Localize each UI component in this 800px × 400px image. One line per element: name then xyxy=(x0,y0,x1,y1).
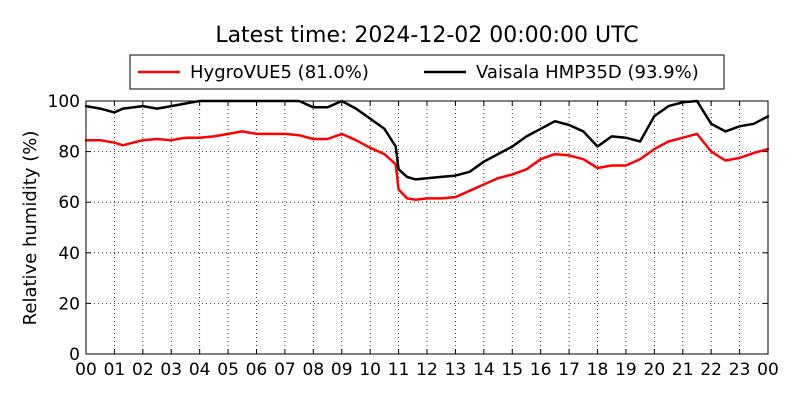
x-tick-label: 02 xyxy=(132,360,154,380)
grid-layer xyxy=(86,101,768,354)
x-tick-label: 18 xyxy=(587,360,609,380)
chart-title: Latest time: 2024-12-02 00:00:00 UTC xyxy=(215,23,638,48)
y-tick-label: 60 xyxy=(58,193,80,213)
series-layer xyxy=(84,99,770,201)
x-tick-label: 12 xyxy=(416,360,438,380)
x-tick-label: 05 xyxy=(217,360,239,380)
x-tick-label: 19 xyxy=(615,360,637,380)
x-tick-label: 17 xyxy=(558,360,580,380)
y-axis-label: Relative humidity (%) xyxy=(20,131,41,326)
legend-label-vaisala: Vaisala HMP35D (93.9%) xyxy=(476,62,699,83)
legend-label-hygrovue: HygroVUE5 (81.0%) xyxy=(190,62,369,83)
x-tick-label: 00 xyxy=(75,360,97,380)
x-tick-label: 06 xyxy=(246,360,268,380)
y-tick-label: 0 xyxy=(69,345,80,365)
y-tick-label: 80 xyxy=(58,143,80,163)
x-tick-label: 15 xyxy=(501,360,523,380)
x-tick-label: 14 xyxy=(473,360,495,380)
legend: HygroVUE5 (81.0%) Vaisala HMP35D (93.9%) xyxy=(129,54,725,90)
x-tick-label: 00 xyxy=(757,360,779,380)
x-tick-label: 22 xyxy=(700,360,722,380)
y-tick-label: 40 xyxy=(58,244,80,264)
x-tick-label: 20 xyxy=(644,360,666,380)
series-line-1 xyxy=(84,99,770,181)
series-line-0 xyxy=(84,130,770,201)
x-tick-label: 03 xyxy=(160,360,182,380)
x-tick-label: 09 xyxy=(331,360,353,380)
x-tick-label: 13 xyxy=(445,360,467,380)
x-tick-label: 11 xyxy=(388,360,410,380)
y-tick-label: 100 xyxy=(48,92,80,112)
x-tick-label: 04 xyxy=(189,360,211,380)
x-tick-label: 08 xyxy=(303,360,325,380)
x-tick-label: 10 xyxy=(359,360,381,380)
x-tick-label: 23 xyxy=(729,360,751,380)
x-tick-label: 07 xyxy=(274,360,296,380)
x-tick-label: 16 xyxy=(530,360,552,380)
y-tick-label: 20 xyxy=(58,294,80,314)
tick-layer: 00 01 02 03 04 05 06 07 08 09 10 11 12 13 14 15 16 17 18 19… xyxy=(48,92,779,380)
x-tick-label: 01 xyxy=(104,360,126,380)
x-tick-label: 21 xyxy=(672,360,694,380)
